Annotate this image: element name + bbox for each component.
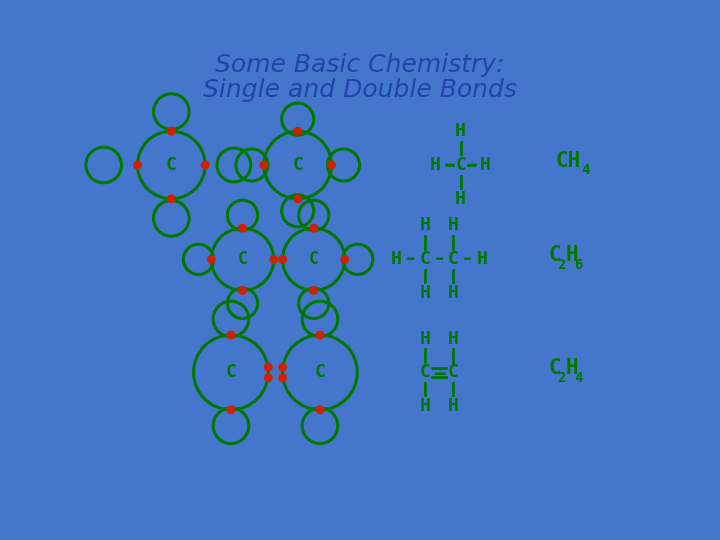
Text: C: C — [549, 358, 562, 378]
Text: -: - — [433, 249, 446, 269]
Text: C: C — [238, 251, 248, 268]
Text: C: C — [225, 363, 236, 381]
Circle shape — [341, 255, 349, 264]
Circle shape — [227, 330, 235, 340]
Text: C: C — [448, 363, 459, 381]
Text: H: H — [448, 397, 459, 415]
Text: -: - — [441, 155, 455, 175]
Text: Single and Double Bonds: Single and Double Bonds — [203, 78, 517, 102]
Text: 4: 4 — [582, 163, 590, 177]
Circle shape — [238, 286, 247, 295]
Text: H: H — [448, 329, 459, 348]
Text: H: H — [566, 245, 578, 265]
Circle shape — [315, 330, 325, 340]
Text: C: C — [166, 156, 176, 174]
Text: C: C — [420, 363, 431, 381]
Circle shape — [167, 194, 176, 203]
Circle shape — [310, 224, 318, 233]
Text: 4: 4 — [575, 370, 583, 384]
Circle shape — [133, 160, 142, 170]
Text: C: C — [455, 156, 466, 174]
Text: Some Basic Chemistry:: Some Basic Chemistry: — [215, 53, 505, 77]
Circle shape — [238, 224, 247, 233]
Text: =: = — [433, 362, 446, 382]
Text: H: H — [420, 217, 431, 234]
Circle shape — [227, 406, 235, 414]
Circle shape — [269, 255, 278, 264]
Circle shape — [259, 160, 269, 170]
Text: H: H — [566, 358, 578, 378]
Text: H: H — [448, 217, 459, 234]
Text: 2: 2 — [557, 370, 566, 384]
Text: 2: 2 — [557, 258, 566, 272]
Text: -: - — [467, 155, 480, 175]
Text: H: H — [477, 251, 487, 268]
Text: -: - — [404, 249, 418, 269]
Circle shape — [278, 362, 287, 372]
Circle shape — [201, 160, 210, 170]
Text: C: C — [420, 251, 431, 268]
Text: C: C — [309, 251, 319, 268]
Text: H: H — [420, 397, 431, 415]
Circle shape — [207, 255, 216, 264]
Text: H: H — [455, 122, 466, 140]
Circle shape — [293, 194, 302, 203]
Text: H: H — [420, 329, 431, 348]
Circle shape — [264, 362, 273, 372]
Text: C: C — [448, 251, 459, 268]
Text: H: H — [391, 251, 402, 268]
Text: H: H — [455, 190, 466, 208]
Circle shape — [310, 286, 318, 295]
Text: H: H — [431, 156, 441, 174]
Circle shape — [327, 160, 336, 170]
Text: C: C — [315, 363, 325, 381]
Circle shape — [293, 127, 302, 136]
Circle shape — [264, 373, 273, 382]
Circle shape — [278, 255, 287, 264]
Text: -: - — [461, 249, 474, 269]
Text: H: H — [448, 284, 459, 302]
Text: 6: 6 — [575, 258, 583, 272]
Circle shape — [278, 373, 287, 382]
Text: CH: CH — [556, 151, 581, 171]
Text: H: H — [480, 156, 491, 174]
Text: C: C — [549, 245, 562, 265]
Text: H: H — [420, 284, 431, 302]
Text: C: C — [292, 156, 303, 174]
Circle shape — [315, 406, 325, 414]
Circle shape — [167, 127, 176, 136]
